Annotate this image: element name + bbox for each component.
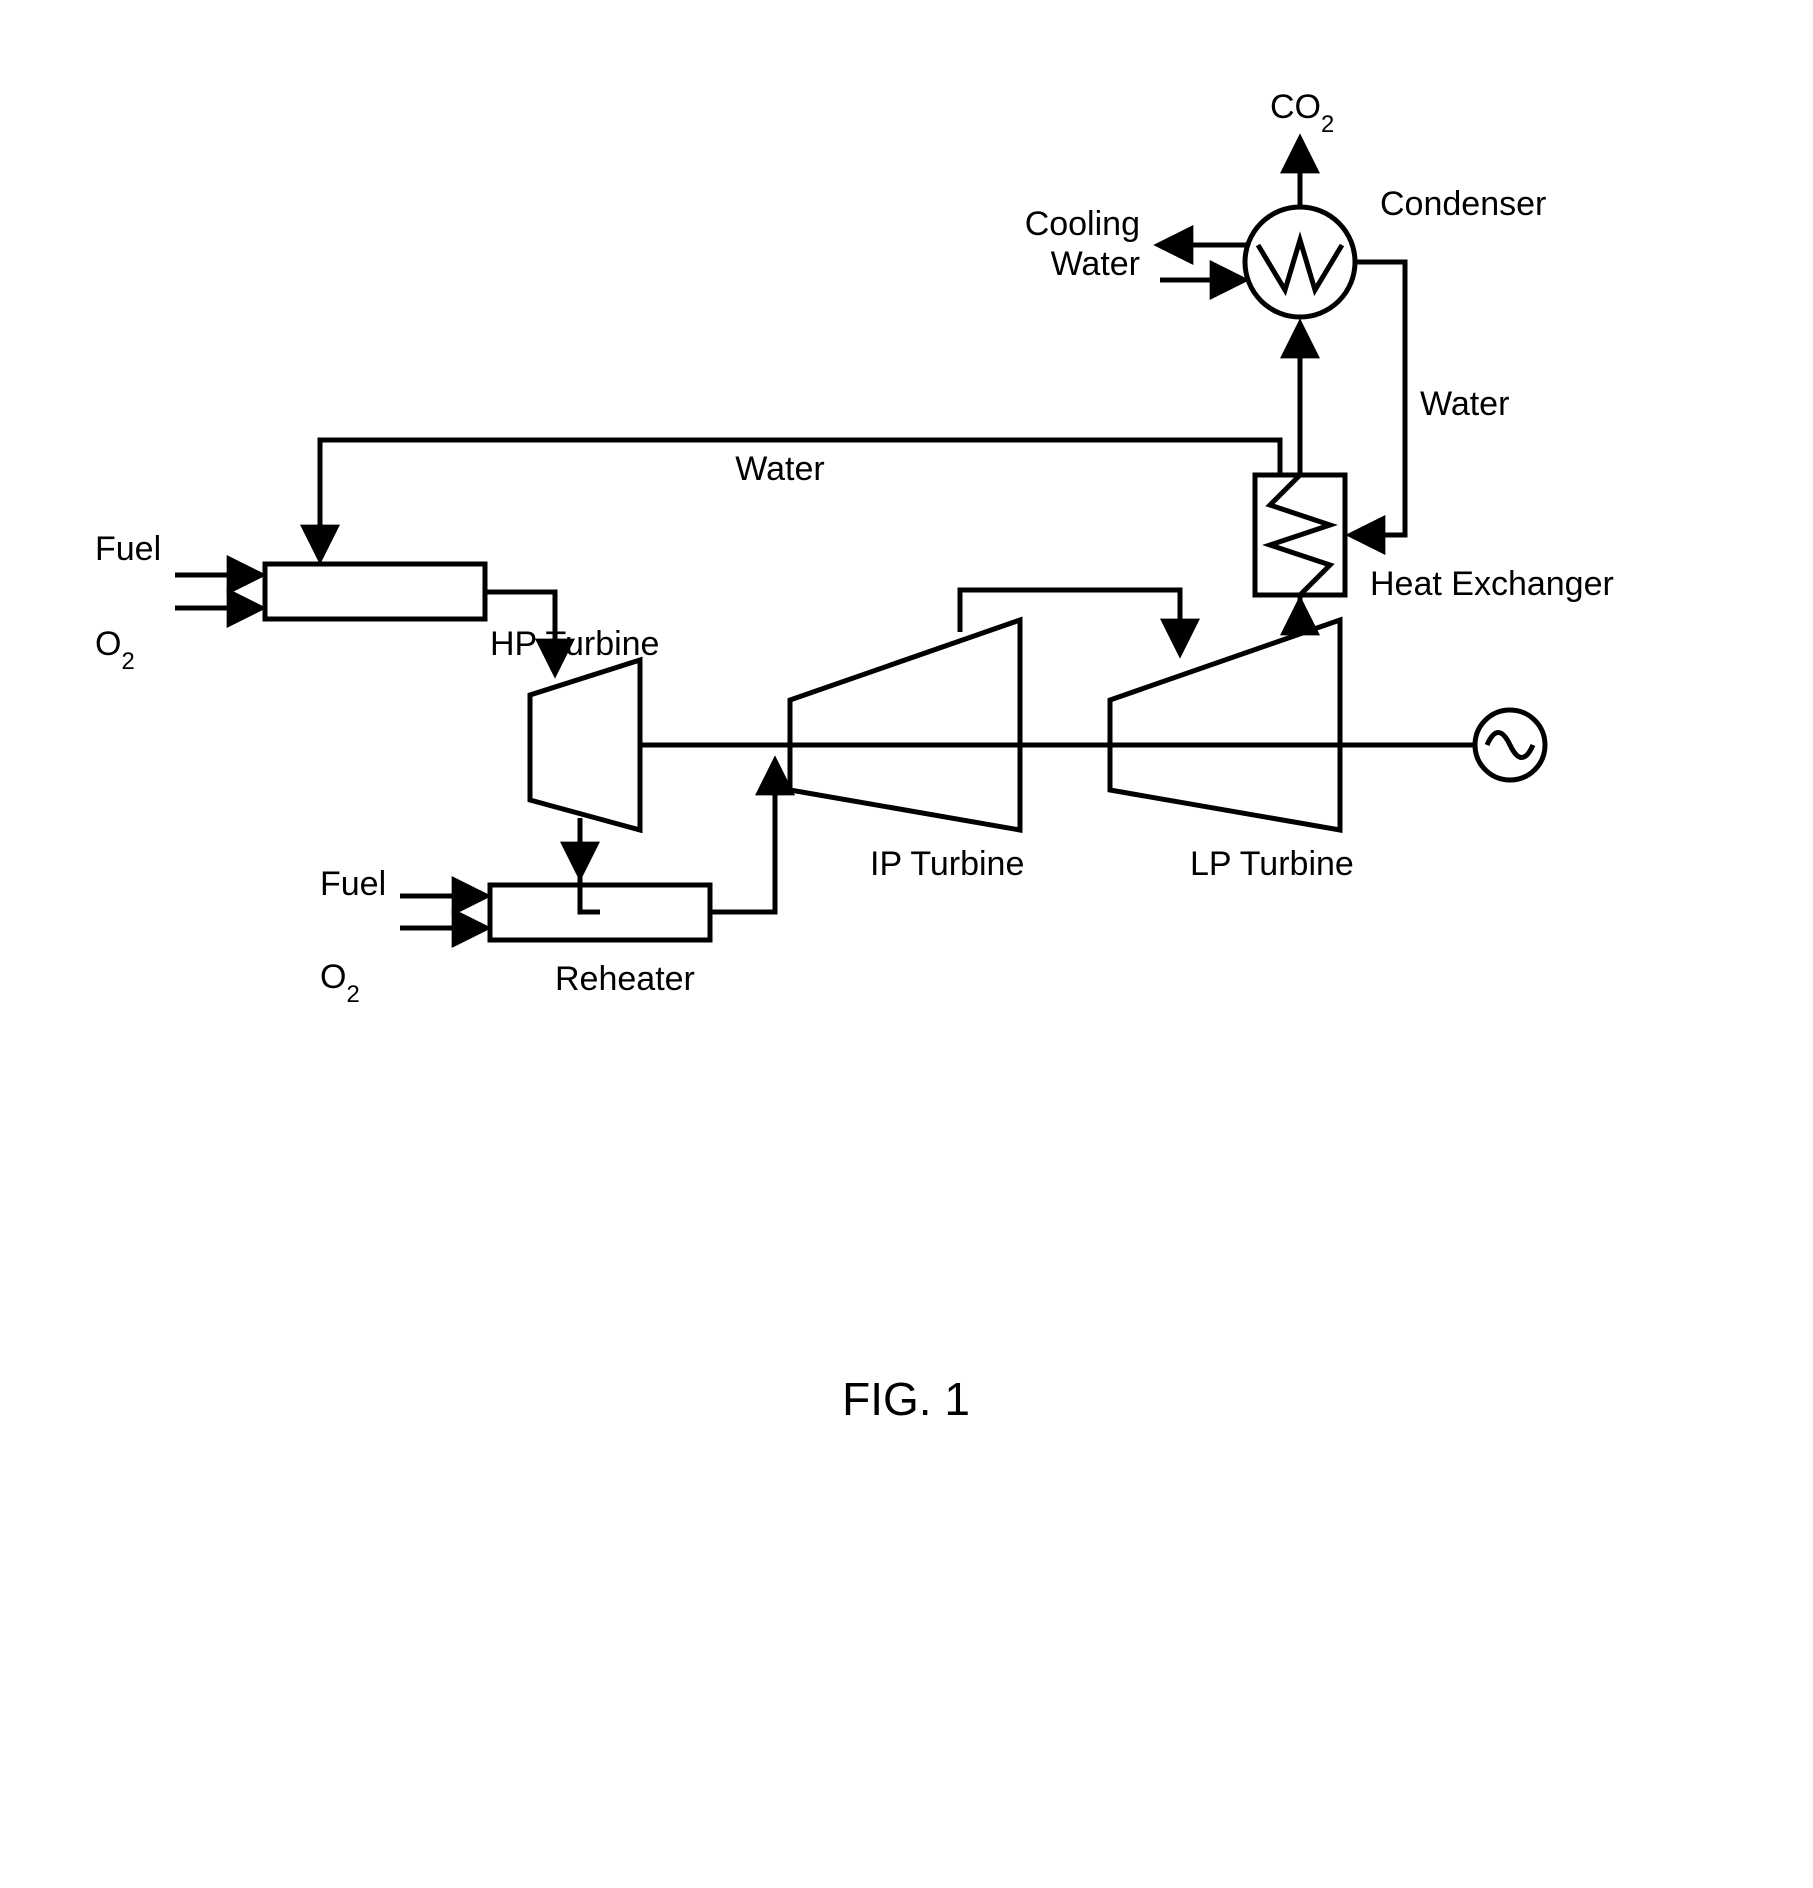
o2-1-label: O2 [95,625,135,675]
heat-exchanger-label: Heat Exchanger [1370,565,1614,603]
fuel1-label: Fuel [95,530,161,568]
ip-turbine-label: IP Turbine [870,845,1024,883]
condenser-zigzag [1258,240,1342,290]
ip-to-lp [960,590,1180,648]
o2-2-label: O2 [320,958,360,1008]
water-right-label: Water [1420,385,1509,423]
ip-turbine [790,620,1020,830]
generator-sine [1487,733,1533,758]
lp-turbine-label: LP Turbine [1190,845,1354,883]
hp-to-reheater [580,818,600,912]
hp-turbine [530,660,640,830]
figure-caption: FIG. 1 [842,1373,970,1425]
condenser-water-out [1352,262,1405,535]
reheater-label: Reheater [555,960,695,998]
reheater-to-ip [710,770,775,912]
condenser-symbol [1245,207,1355,317]
heat-exchanger-zigzag [1270,475,1330,595]
condenser-label: Condenser [1380,185,1546,223]
hp-turbine-label: HP Turbine [490,625,659,663]
cooling-water-label-1: Cooling [1025,205,1140,243]
co2-label: CO2 [1270,88,1334,138]
fuel2-label: Fuel [320,865,386,903]
lp-turbine [1110,620,1340,830]
cooling-water-label-2: Water [1051,245,1140,283]
water-top-label: Water [735,450,824,488]
combustor-box [265,564,485,619]
